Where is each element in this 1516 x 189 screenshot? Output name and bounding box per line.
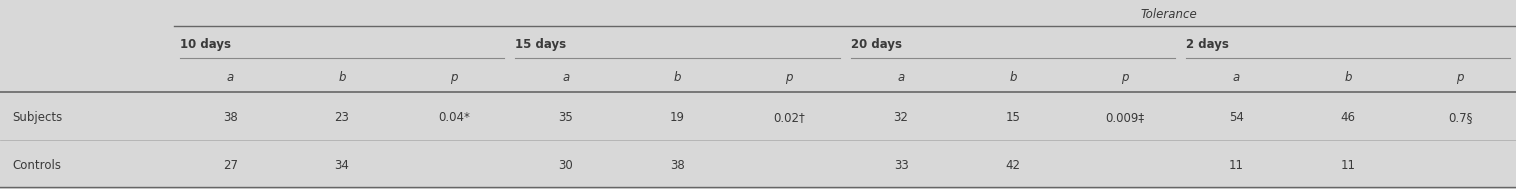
Text: 10 days: 10 days [180, 38, 230, 51]
Text: 15 days: 15 days [515, 38, 567, 51]
Text: 20 days: 20 days [850, 38, 902, 51]
Text: a: a [897, 70, 905, 84]
Text: b: b [673, 70, 681, 84]
Text: 46: 46 [1340, 111, 1355, 124]
Text: Controls: Controls [12, 159, 61, 172]
Text: Tolerance: Tolerance [1140, 8, 1198, 21]
Text: p: p [785, 70, 793, 84]
Text: 38: 38 [223, 111, 238, 124]
Text: 11: 11 [1229, 159, 1245, 172]
Text: 30: 30 [558, 159, 573, 172]
Text: 38: 38 [670, 159, 685, 172]
Text: 11: 11 [1340, 159, 1355, 172]
Text: 15: 15 [1005, 111, 1020, 124]
Text: b: b [1010, 70, 1017, 84]
Text: b: b [1345, 70, 1352, 84]
Text: 34: 34 [335, 159, 350, 172]
Text: 0.009‡: 0.009‡ [1105, 111, 1145, 124]
Text: a: a [1233, 70, 1240, 84]
Text: 42: 42 [1005, 159, 1020, 172]
Text: 0.7§: 0.7§ [1448, 111, 1472, 124]
Text: 23: 23 [335, 111, 350, 124]
Text: a: a [226, 70, 233, 84]
Text: Subjects: Subjects [12, 111, 62, 124]
Text: b: b [338, 70, 346, 84]
Text: 19: 19 [670, 111, 685, 124]
Text: p: p [1120, 70, 1128, 84]
Text: 35: 35 [558, 111, 573, 124]
Text: 33: 33 [894, 159, 908, 172]
Text: a: a [562, 70, 570, 84]
Text: 54: 54 [1229, 111, 1245, 124]
Text: p: p [450, 70, 458, 84]
Text: 32: 32 [893, 111, 908, 124]
Text: 0.04*: 0.04* [438, 111, 470, 124]
Text: 27: 27 [223, 159, 238, 172]
Text: p: p [1457, 70, 1464, 84]
Text: 0.02†: 0.02† [773, 111, 805, 124]
Text: 2 days: 2 days [1186, 38, 1229, 51]
